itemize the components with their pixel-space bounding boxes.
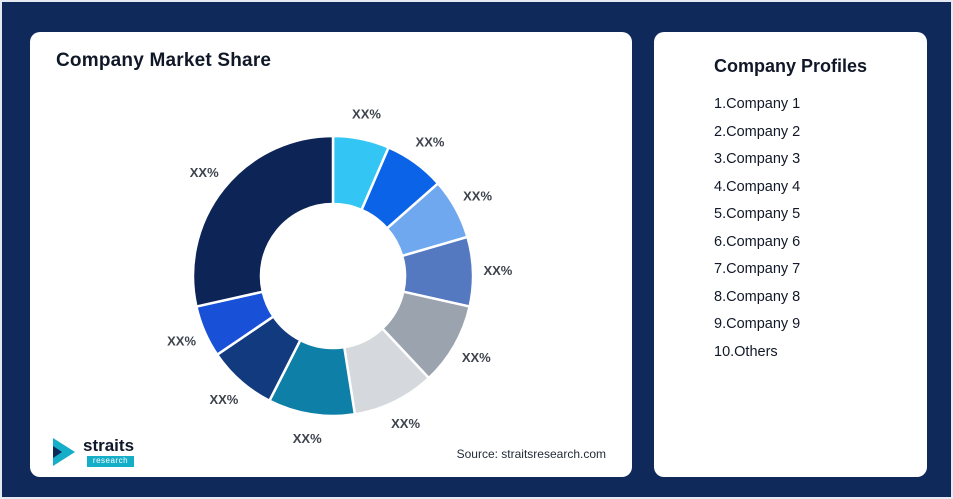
slice-label-10: XX%	[190, 165, 219, 180]
slice-label-1: XX%	[352, 106, 381, 121]
list-item: 5.Company 5	[714, 206, 801, 222]
logo-name: straits	[83, 436, 135, 455]
donut-segment-10	[191, 134, 335, 309]
slice-label-9: XX%	[167, 334, 196, 349]
straits-research-logo: straits research	[52, 436, 135, 467]
list-item: 6.Company 6	[714, 233, 801, 250]
list-item: 8.Company 8	[714, 288, 801, 305]
list-item: 1.Company 1	[714, 96, 801, 112]
slice-label-4: XX%	[483, 263, 512, 278]
list-item: 2.Company 2	[714, 123, 801, 140]
source-attribution: Source: straitsresearch.com	[456, 447, 606, 461]
logo-arrow-icon	[53, 438, 75, 466]
logo-subtitle: research	[86, 456, 135, 467]
company-list: 1.Company 1 2.Company 2 3.Company 3 4.Compa…	[654, 91, 927, 366]
slice-label-6: XX%	[391, 416, 420, 431]
donut-chart: XX% XX% XX% XX% XX% XX% XX% XX% XX% XX%	[167, 106, 513, 446]
slice-label-2: XX%	[416, 135, 445, 150]
list-item: 10.Others	[714, 343, 778, 360]
slice-label-8: XX%	[209, 392, 238, 407]
slice-label-3: XX%	[463, 189, 492, 204]
list-item: 3.Company 3	[714, 151, 801, 167]
list-item: 4.Company 4	[714, 178, 801, 195]
list-item: 7.Company 7	[714, 261, 801, 277]
company-profiles-card: Company Profiles 1.Company 1 2.Company 2 3…	[654, 32, 927, 477]
market-share-card: Company Market Share XX% XX% XX% XX% XX% XX% X…	[30, 32, 632, 477]
slice-label-7: XX%	[293, 431, 322, 446]
chart-title: Company Market Share	[56, 50, 272, 71]
profiles-title: Company Profiles	[713, 56, 868, 76]
slice-label-5: XX%	[462, 350, 491, 365]
logo-text: straits research	[83, 436, 135, 467]
list-item: 9.Company 9	[714, 316, 801, 332]
